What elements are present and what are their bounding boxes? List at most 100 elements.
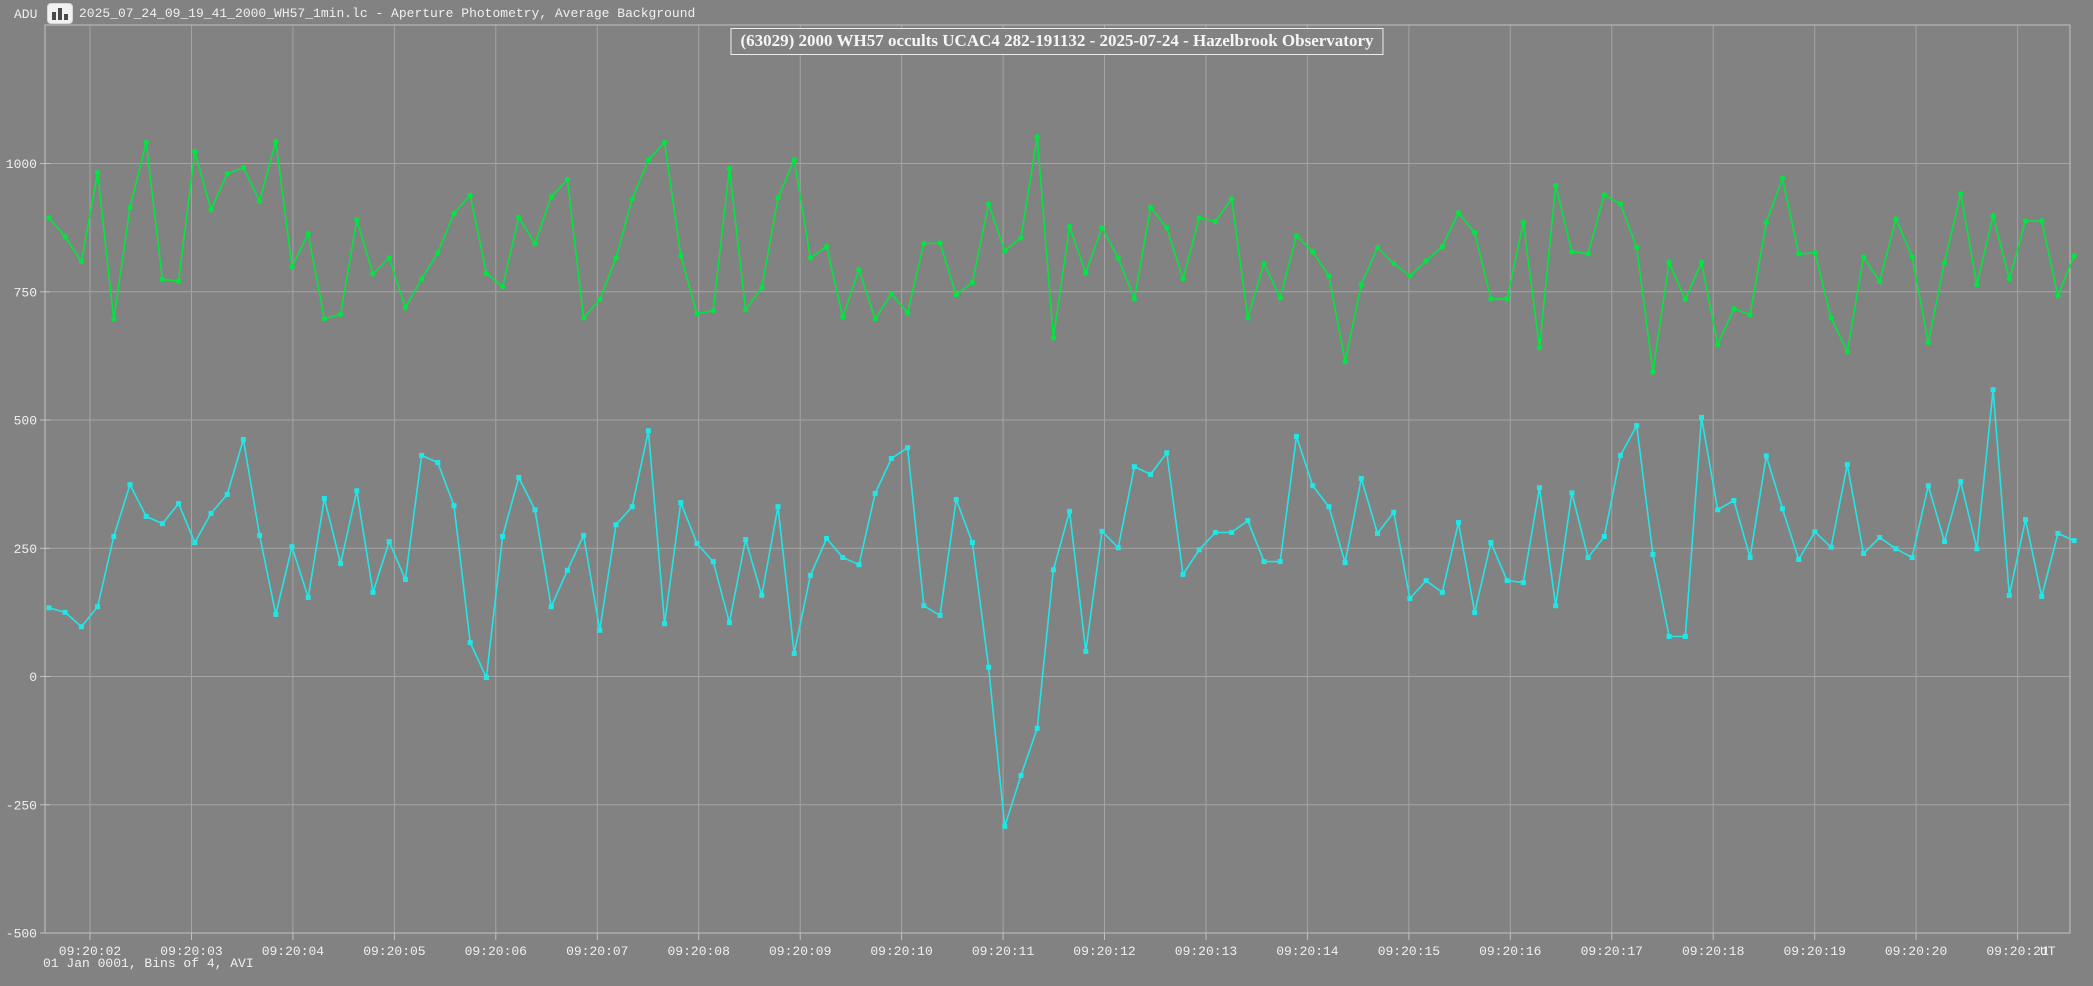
data-point[interactable] (143, 513, 149, 519)
data-point[interactable] (1941, 259, 1948, 266)
data-point[interactable] (1342, 358, 1348, 365)
data-point[interactable] (613, 255, 619, 261)
data-point[interactable] (1763, 219, 1770, 226)
data-point[interactable] (1877, 535, 1883, 540)
data-point[interactable] (1488, 296, 1494, 302)
data-point[interactable] (483, 675, 489, 680)
data-point[interactable] (1666, 259, 1672, 266)
data-point[interactable] (2023, 517, 2028, 522)
data-point[interactable] (1958, 479, 1964, 485)
data-point[interactable] (2071, 538, 2077, 544)
data-point[interactable] (240, 164, 247, 171)
data-point[interactable] (775, 504, 781, 510)
data-point[interactable] (62, 234, 68, 240)
data-point[interactable] (678, 500, 684, 506)
data-point[interactable] (402, 577, 408, 582)
data-point[interactable] (580, 315, 587, 321)
data-point[interactable] (1666, 634, 1672, 639)
data-point[interactable] (1294, 433, 1299, 439)
data-point[interactable] (694, 541, 700, 547)
data-point[interactable] (1812, 529, 1818, 535)
data-point[interactable] (305, 231, 311, 237)
data-point[interactable] (1601, 534, 1607, 539)
data-point[interactable] (1018, 235, 1024, 241)
data-point[interactable] (2006, 592, 2012, 598)
data-point[interactable] (127, 204, 133, 211)
data-point[interactable] (483, 270, 490, 276)
data-point[interactable] (1682, 634, 1688, 639)
data-point[interactable] (2022, 218, 2029, 224)
data-point[interactable] (564, 176, 571, 183)
data-point[interactable] (872, 316, 878, 322)
data-point[interactable] (645, 428, 651, 434)
data-point[interactable] (840, 555, 846, 560)
data-point[interactable] (1699, 414, 1704, 420)
data-point[interactable] (2055, 293, 2061, 299)
data-point[interactable] (1147, 204, 1154, 211)
data-point[interactable] (1504, 578, 1510, 584)
data-point[interactable] (564, 567, 570, 573)
data-point[interactable] (856, 562, 862, 568)
data-point[interactable] (1261, 260, 1267, 267)
data-point[interactable] (1115, 255, 1121, 261)
data-point[interactable] (1650, 551, 1656, 557)
data-point[interactable] (1083, 648, 1089, 654)
data-point[interactable] (1002, 248, 1008, 254)
data-point[interactable] (1099, 528, 1105, 534)
data-point[interactable] (581, 532, 587, 538)
data-point[interactable] (1585, 251, 1591, 257)
data-point[interactable] (937, 613, 943, 618)
data-point[interactable] (856, 267, 862, 273)
data-point[interactable] (1342, 560, 1348, 566)
data-point[interactable] (192, 149, 198, 155)
data-point[interactable] (62, 609, 68, 615)
data-point[interactable] (337, 311, 344, 317)
data-point[interactable] (1488, 540, 1494, 546)
data-point[interactable] (1553, 182, 1559, 189)
data-point[interactable] (2071, 253, 2077, 259)
data-point[interactable] (1763, 453, 1769, 459)
data-point[interactable] (1212, 218, 1219, 225)
data-point[interactable] (273, 138, 279, 145)
data-point[interactable] (969, 279, 976, 286)
data-point[interactable] (208, 510, 214, 516)
data-point[interactable] (1861, 550, 1866, 556)
data-point[interactable] (985, 201, 992, 207)
data-point[interactable] (354, 488, 360, 494)
data-point[interactable] (710, 308, 716, 314)
data-point[interactable] (1407, 273, 1413, 279)
data-point[interactable] (888, 291, 895, 297)
data-point[interactable] (1698, 259, 1705, 266)
data-point[interactable] (904, 310, 911, 316)
data-point[interactable] (661, 139, 668, 146)
data-point[interactable] (759, 592, 765, 598)
data-point[interactable] (273, 611, 279, 617)
data-point[interactable] (2055, 530, 2061, 536)
data-point[interactable] (1310, 249, 1316, 255)
data-point[interactable] (46, 605, 52, 611)
data-point[interactable] (840, 314, 846, 320)
data-point[interactable] (2006, 276, 2013, 282)
data-point[interactable] (208, 207, 214, 213)
data-point[interactable] (111, 316, 117, 323)
data-point[interactable] (1131, 464, 1137, 470)
data-point[interactable] (1018, 773, 1024, 778)
data-point[interactable] (1974, 546, 1980, 552)
data-point[interactable] (1990, 213, 1996, 219)
data-point[interactable] (192, 540, 198, 546)
data-point[interactable] (1245, 518, 1251, 524)
data-point[interactable] (1228, 196, 1235, 202)
data-point[interactable] (1780, 506, 1785, 512)
data-point[interactable] (1715, 507, 1721, 513)
data-point[interactable] (321, 496, 327, 501)
data-point[interactable] (726, 165, 733, 172)
data-point[interactable] (905, 445, 911, 451)
data-point[interactable] (1148, 471, 1154, 477)
data-point[interactable] (1310, 483, 1316, 489)
data-point[interactable] (143, 139, 149, 146)
data-point[interactable] (435, 250, 441, 256)
data-point[interactable] (1050, 567, 1056, 573)
data-point[interactable] (1812, 250, 1818, 256)
data-point[interactable] (1796, 251, 1802, 257)
